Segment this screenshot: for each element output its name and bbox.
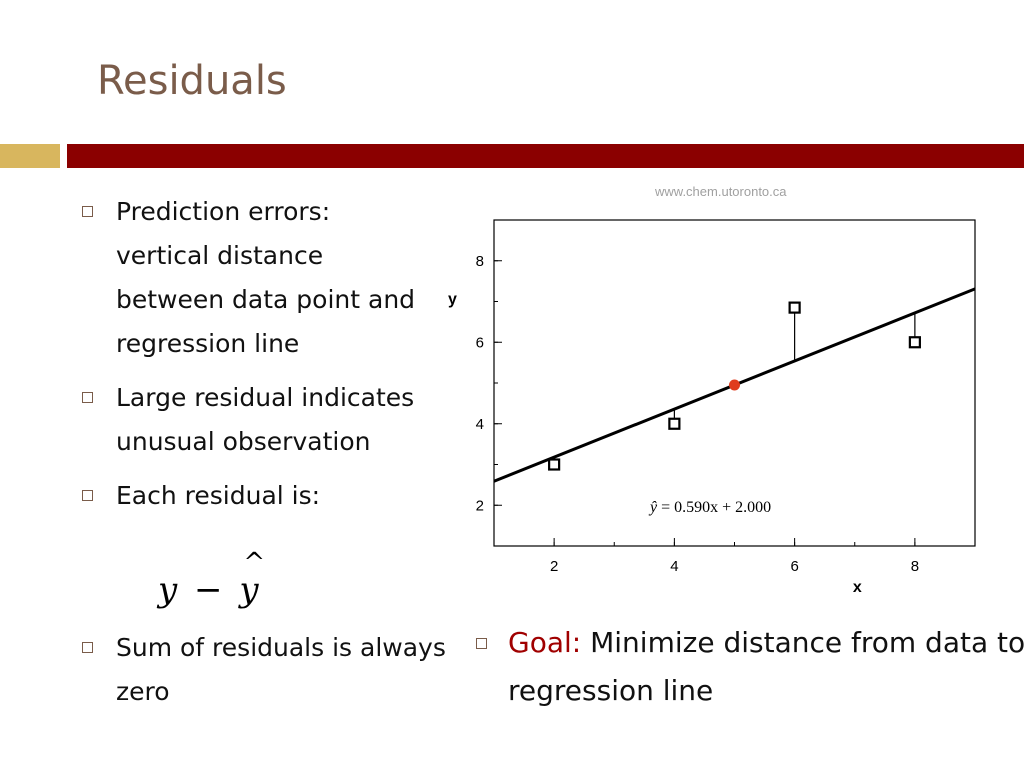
data-point — [788, 301, 801, 314]
x-tick-label: 4 — [670, 558, 678, 575]
goal-bullet: Goal: Minimize distance from data to reg… — [474, 619, 1024, 715]
bullet-prediction-errors: Prediction errors: vertical distance bet… — [80, 190, 420, 366]
residual-formula: y − y — [158, 548, 265, 610]
bullet-text: Prediction errors: vertical distance bet… — [116, 197, 416, 358]
bullet-square-icon — [82, 490, 93, 501]
axis-ticks: 2 4 6 8 2 4 6 8 — [476, 219, 976, 575]
bullet-square-icon — [476, 638, 487, 649]
yhat-symbol: ŷ — [648, 499, 658, 516]
data-point — [668, 417, 681, 430]
formula-minus: − — [194, 570, 223, 610]
bullet-square-icon — [82, 206, 93, 217]
regression-chart: 2 4 6 8 2 4 6 8 x y ŷ = 0.590x + 2.000 — [448, 219, 976, 596]
bullet-text: Sum of residuals is always zero — [116, 633, 446, 706]
mean-point — [729, 379, 740, 391]
source-watermark: www.chem.utoronto.ca — [655, 184, 787, 199]
x-axis-label: x — [853, 579, 862, 596]
y-tick-label: 8 — [476, 253, 484, 270]
data-point — [908, 336, 921, 349]
bullet-large-residual: Large residual indicates unusual observa… — [80, 376, 420, 464]
regression-equation: ŷ = 0.590x + 2.000 — [648, 499, 771, 516]
slide-title: Residuals — [97, 58, 287, 104]
chart-marks — [493, 287, 976, 483]
x-tick-label: 6 — [790, 558, 798, 575]
formula-y: y — [158, 570, 178, 610]
y-tick-label: 2 — [476, 497, 484, 514]
bullet-sum-residuals: Sum of residuals is always zero — [80, 626, 456, 714]
formula-yhat: y — [239, 548, 265, 610]
gold-accent-bar — [0, 144, 60, 168]
bullet-each-residual: Each residual is: — [80, 474, 420, 518]
bullet-list: Prediction errors: vertical distance bet… — [80, 190, 420, 518]
red-accent-bar — [67, 144, 1024, 168]
bullet-text: Each residual is: — [116, 481, 321, 510]
x-tick-label: 2 — [550, 558, 558, 575]
bullet-square-icon — [82, 392, 93, 403]
goal-label: Goal: — [508, 626, 582, 659]
y-tick-label: 4 — [476, 416, 484, 433]
x-tick-label: 8 — [911, 558, 919, 575]
equation-text: = 0.590x + 2.000 — [661, 499, 771, 516]
bullet-text: Large residual indicates unusual observa… — [116, 383, 415, 456]
y-axis-label: y — [448, 291, 457, 308]
goal-text: Minimize distance from data to regressio… — [508, 626, 1024, 707]
y-tick-label: 6 — [476, 334, 484, 351]
bullet-square-icon — [82, 642, 93, 653]
data-point — [548, 458, 561, 471]
